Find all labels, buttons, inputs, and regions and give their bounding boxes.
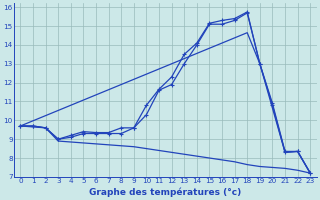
X-axis label: Graphe des températures (°c): Graphe des températures (°c): [89, 187, 242, 197]
